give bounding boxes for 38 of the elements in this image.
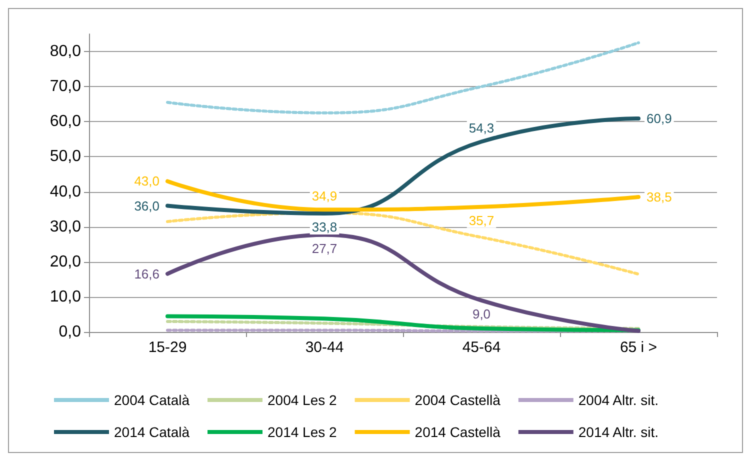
legend-label: 2004 Altr. sit. bbox=[578, 392, 659, 408]
y-tick-label: 0,0 bbox=[58, 324, 82, 340]
x-tick-label: 45-64 bbox=[462, 339, 501, 356]
line-series bbox=[166, 179, 640, 212]
legend-label: 2004 Català bbox=[114, 392, 190, 408]
y-tick-label: 40,0 bbox=[50, 183, 82, 200]
line-series bbox=[166, 116, 640, 216]
legend-label: 2014 Les 2 bbox=[268, 424, 337, 440]
data-label: 60,9 bbox=[646, 110, 672, 126]
line-series bbox=[166, 320, 640, 330]
data-label: 33,8 bbox=[312, 220, 338, 234]
line-series bbox=[166, 232, 640, 333]
data-label: 36,0 bbox=[134, 198, 160, 214]
y-tick-label: 60,0 bbox=[50, 113, 82, 130]
y-tick-label: 20,0 bbox=[50, 253, 82, 270]
y-tick-label: 80,0 bbox=[50, 43, 82, 60]
x-tick-label: 30-44 bbox=[305, 339, 344, 356]
legend-label: 2014 Altr. sit. bbox=[578, 424, 659, 440]
data-label: 34,9 bbox=[312, 188, 338, 204]
data-label: 35,7 bbox=[468, 212, 494, 228]
legend-label: 2014 Català bbox=[114, 424, 190, 440]
x-tick-label: 15-29 bbox=[148, 339, 187, 356]
line-series bbox=[166, 41, 640, 114]
y-tick-label: 30,0 bbox=[50, 218, 82, 236]
data-label: 38,5 bbox=[646, 190, 672, 205]
data-label: 54,3 bbox=[468, 120, 494, 136]
y-tick-label: 70,0 bbox=[50, 78, 82, 96]
y-tick-label: 10,0 bbox=[50, 288, 82, 306]
line-series bbox=[166, 211, 640, 276]
x-tick-label: 65 i > bbox=[620, 339, 658, 356]
legend-label: 2004 Castellà bbox=[414, 392, 501, 408]
data-label: 9,0 bbox=[472, 306, 491, 322]
data-label: 43,0 bbox=[134, 174, 160, 189]
legend-label: 2014 Castellà bbox=[414, 424, 501, 440]
data-label: 16,6 bbox=[134, 266, 160, 282]
legend-label: 2004 Les 2 bbox=[268, 392, 337, 408]
data-label: 27,7 bbox=[312, 240, 338, 256]
y-tick-label: 50,0 bbox=[50, 148, 82, 166]
